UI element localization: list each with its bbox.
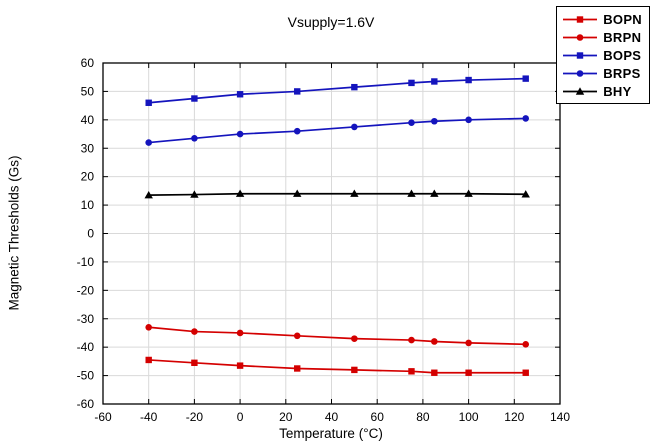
legend-triangle-line-icon — [563, 86, 598, 95]
svg-text:10: 10 — [81, 198, 95, 212]
legend-label: BHY — [603, 83, 632, 99]
svg-text:20: 20 — [81, 170, 95, 184]
legend-circle-line-icon — [563, 69, 598, 77]
legend-label: BRPN — [603, 29, 642, 45]
svg-text:-50: -50 — [77, 369, 95, 383]
svg-text:-20: -20 — [77, 283, 95, 297]
svg-text:30: 30 — [81, 141, 95, 155]
svg-text:-20: -20 — [186, 410, 204, 424]
svg-text:-60: -60 — [77, 397, 95, 411]
svg-text:40: 40 — [81, 113, 95, 127]
legend-label: BOPN — [603, 11, 642, 27]
legend-label: BRPS — [603, 65, 641, 81]
svg-text:80: 80 — [416, 410, 430, 424]
svg-text:-40: -40 — [77, 340, 95, 354]
legend-item-brps: BRPS — [562, 64, 642, 82]
legend-item-brpn: BRPN — [562, 28, 642, 46]
svg-text:0: 0 — [237, 410, 244, 424]
legend-square-line-icon — [563, 51, 598, 59]
svg-text:140: 140 — [550, 410, 570, 424]
svg-text:100: 100 — [459, 410, 479, 424]
svg-text:-60: -60 — [94, 410, 112, 424]
svg-text:40: 40 — [325, 410, 339, 424]
svg-text:0: 0 — [87, 227, 94, 241]
x-axis-label: Temperature (°C) — [279, 426, 383, 441]
y-axis-label: Magnetic Thresholds (Gs) — [6, 155, 22, 311]
legend-circle-line-icon — [563, 33, 598, 41]
legend-item-bopn: BOPN — [562, 10, 642, 28]
legend-square-line-icon — [563, 15, 598, 23]
legend: BOPN BRPN BOPS BRPS BHY — [556, 6, 650, 104]
svg-text:-10: -10 — [77, 255, 95, 269]
legend-label: BOPS — [603, 47, 642, 63]
svg-text:60: 60 — [81, 56, 95, 70]
svg-text:50: 50 — [81, 84, 95, 98]
legend-item-bops: BOPS — [562, 46, 642, 64]
svg-text:-30: -30 — [77, 312, 95, 326]
chart-title: Vsupply=1.6V — [287, 14, 375, 30]
svg-text:60: 60 — [371, 410, 385, 424]
svg-text:120: 120 — [504, 410, 524, 424]
svg-text:-40: -40 — [140, 410, 158, 424]
svg-text:20: 20 — [279, 410, 293, 424]
legend-item-bhy: BHY — [562, 82, 642, 100]
